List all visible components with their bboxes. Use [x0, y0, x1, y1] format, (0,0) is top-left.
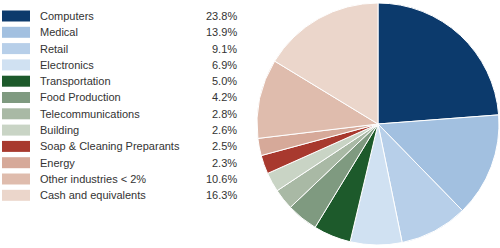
- svg-text:5.0%: 5.0%: [212, 75, 237, 87]
- svg-text:Cash and equivalents: Cash and equivalents: [40, 189, 146, 201]
- svg-text:13.9%: 13.9%: [206, 26, 237, 38]
- svg-text:2.5%: 2.5%: [212, 140, 237, 152]
- svg-text:Computers: Computers: [40, 10, 94, 22]
- svg-text:Medical: Medical: [40, 26, 78, 38]
- svg-text:Building: Building: [40, 124, 79, 136]
- svg-text:2.3%: 2.3%: [212, 157, 237, 169]
- svg-text:16.3%: 16.3%: [206, 189, 237, 201]
- svg-text:Retail: Retail: [40, 43, 68, 55]
- svg-text:2.6%: 2.6%: [212, 124, 237, 136]
- svg-text:Energy: Energy: [40, 157, 75, 169]
- svg-text:23.8%: 23.8%: [206, 10, 237, 22]
- svg-text:Soap & Cleaning Preparants: Soap & Cleaning Preparants: [40, 140, 180, 152]
- svg-text:Electronics: Electronics: [40, 59, 94, 71]
- svg-text:Other industries < 2%: Other industries < 2%: [40, 173, 146, 185]
- svg-text:6.9%: 6.9%: [212, 59, 237, 71]
- svg-text:4.2%: 4.2%: [212, 91, 237, 103]
- svg-text:Telecommunications: Telecommunications: [40, 108, 140, 120]
- svg-text:Food Production: Food Production: [40, 91, 121, 103]
- svg-text:2.8%: 2.8%: [212, 108, 237, 120]
- svg-text:9.1%: 9.1%: [212, 43, 237, 55]
- svg-text:10.6%: 10.6%: [206, 173, 237, 185]
- svg-text:Transportation: Transportation: [40, 75, 111, 87]
